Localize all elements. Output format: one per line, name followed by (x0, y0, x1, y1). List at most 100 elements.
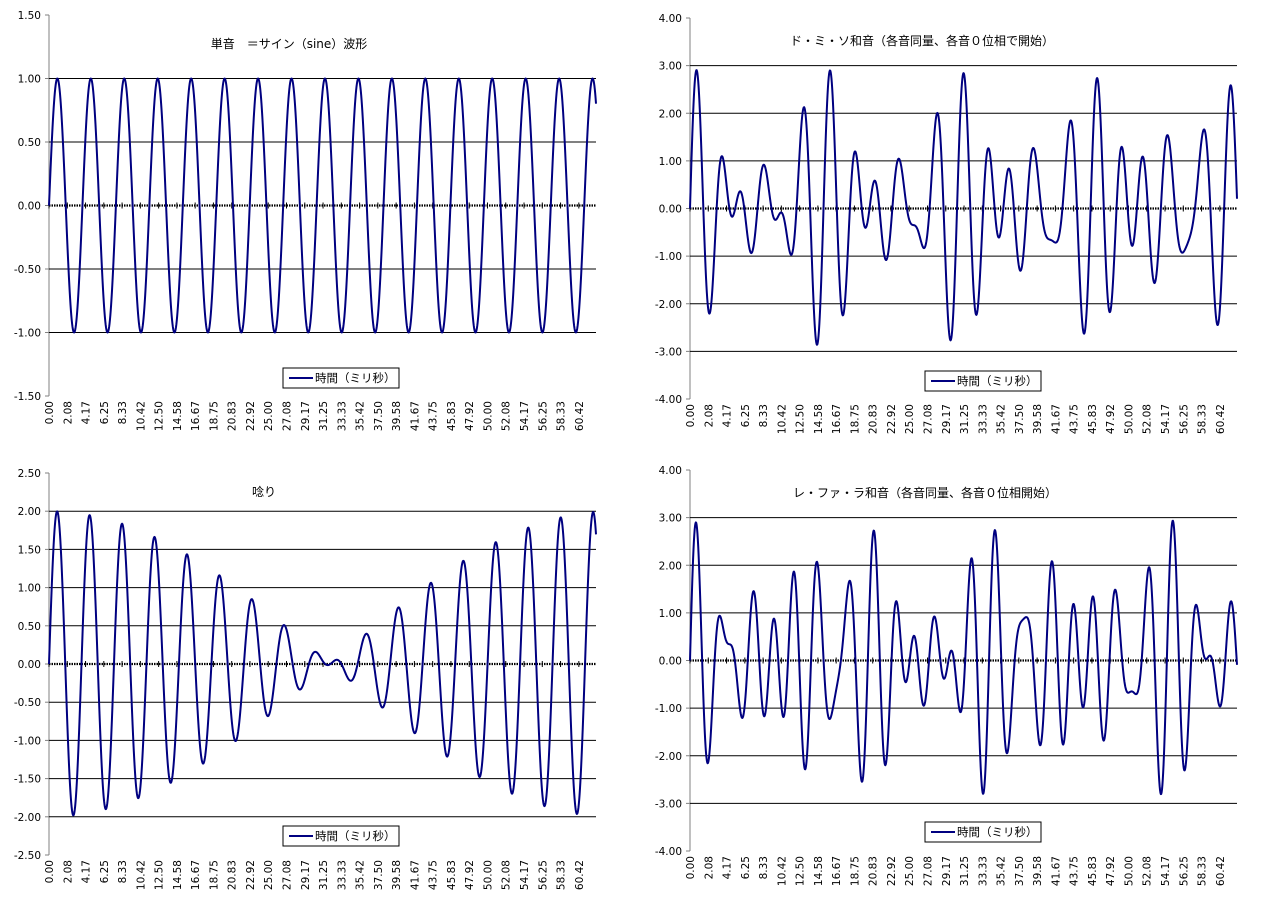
x-tick-label: 0.00 (685, 856, 697, 879)
x-tick-label: 4.17 (81, 401, 93, 424)
chart-beat: 2.50 2.00 1.50 1.00 0.50 0.00 -0.50 -1.00 -1.50 -… (14, 468, 597, 890)
series-line (689, 519, 1238, 796)
y-tick-label: 1.50 (18, 10, 41, 22)
x-tick-label: 60.42 (574, 860, 586, 890)
x-tick-label: 6.25 (99, 860, 111, 883)
x-tick-label: 35.42 (996, 404, 1008, 434)
x-tick-label: 60.42 (1215, 404, 1227, 434)
x-tick-label: 39.58 (391, 860, 403, 890)
x-tick-label: 33.33 (977, 856, 989, 886)
x-tick-label: 25.00 (904, 404, 916, 434)
x-tick-label: 56.25 (1178, 404, 1190, 434)
x-tick-label: 4.17 (722, 404, 734, 427)
x-tick-label: 12.50 (795, 856, 807, 886)
x-tick-label: 20.83 (868, 856, 880, 886)
chart-re-fa-la-chord: 4.00 3.00 2.00 1.00 0.00 -1.00 -2.00 -3.00 -4.00… (655, 465, 1238, 886)
x-tick-label: 58.33 (556, 860, 568, 890)
x-tick-label: 33.33 (336, 401, 348, 431)
x-tick-label: 43.75 (428, 401, 440, 431)
y-tick-label: -0.50 (14, 697, 41, 709)
x-tick-label: 54.17 (1160, 856, 1172, 886)
x-tick-label: 47.92 (464, 860, 476, 890)
y-tick-label: -1.00 (655, 251, 682, 263)
x-tick-label: 22.92 (245, 401, 257, 431)
x-tick-label: 6.25 (99, 401, 111, 424)
x-tick-label: 43.75 (1069, 404, 1081, 434)
x-tick-label: 60.42 (574, 401, 586, 431)
y-tick-label: 2.00 (18, 506, 41, 518)
x-tick-label: 29.17 (941, 856, 953, 886)
y-tick-label: 0.00 (18, 201, 41, 213)
x-tick-label: 4.17 (81, 860, 93, 883)
legend-label: 時間（ミリ秒） (957, 374, 1038, 388)
legend-box (924, 370, 1042, 392)
x-tick-label: 27.08 (282, 401, 294, 431)
y-tick-label: 3.00 (659, 513, 682, 525)
x-tick-label: 37.50 (373, 860, 385, 890)
x-tick-label: 18.75 (208, 401, 220, 431)
x-tick-label: 47.92 (464, 401, 476, 431)
x-tick-label: 20.83 (227, 860, 239, 890)
x-tick-label: 8.33 (758, 856, 770, 879)
x-tick-label: 18.75 (849, 404, 861, 434)
x-tick-label: 35.42 (355, 401, 367, 431)
legend-box (924, 821, 1042, 843)
x-tick-label: 52.08 (501, 860, 513, 890)
x-tick-label: 14.58 (813, 856, 825, 886)
x-tick-label: 54.17 (519, 401, 531, 431)
y-tick-label: -2.00 (14, 812, 41, 824)
y-tick-label: 0.00 (659, 204, 682, 216)
x-tick-label: 50.00 (482, 401, 494, 431)
x-tick-label: 33.33 (977, 404, 989, 434)
x-tick-label: 16.67 (190, 401, 202, 431)
x-tick-label: 0.00 (685, 404, 697, 427)
legend-label: 時間（ミリ秒） (315, 371, 396, 385)
x-tick-label: 2.08 (62, 401, 74, 424)
x-tick-label: 35.42 (996, 856, 1008, 886)
x-tick-label: 10.42 (135, 860, 147, 890)
x-tick-label: 29.17 (300, 401, 312, 431)
x-tick-label: 41.67 (1050, 404, 1062, 434)
legend-label: 時間（ミリ秒） (957, 825, 1038, 839)
x-tick-label: 10.42 (135, 401, 147, 431)
x-tick-label: 14.58 (172, 401, 184, 431)
x-tick-label: 2.08 (703, 856, 715, 879)
x-tick-label: 16.67 (190, 860, 202, 890)
y-tick-label: 4.00 (659, 13, 682, 25)
x-tick-label: 25.00 (263, 401, 275, 431)
x-tick-label: 20.83 (227, 401, 239, 431)
x-tick-label: 33.33 (336, 860, 348, 890)
x-tick-label: 41.67 (1050, 856, 1062, 886)
chart-title: 単音 ＝サイン（sine）波形 (211, 36, 368, 51)
legend-box (282, 825, 400, 847)
x-tick-label: 0.00 (44, 860, 56, 883)
y-tick-label: 1.00 (18, 583, 41, 595)
chart-title: レ・ファ・ラ和音（各音同量、各音０位相開始） (793, 485, 1057, 500)
y-tick-label: 0.00 (18, 659, 41, 671)
y-tick-label: -2.50 (14, 850, 41, 862)
x-tick-label: 37.50 (1014, 404, 1026, 434)
y-tick-label: 0.50 (18, 621, 41, 633)
x-tick-label: 12.50 (154, 401, 166, 431)
x-tick-label: 45.83 (1087, 856, 1099, 886)
x-tick-label: 25.00 (904, 856, 916, 886)
x-tick-label: 45.83 (446, 860, 458, 890)
x-tick-label: 8.33 (117, 401, 129, 424)
y-tick-label: 2.00 (659, 108, 682, 120)
x-tick-label: 31.25 (959, 856, 971, 886)
x-tick-label: 8.33 (758, 404, 770, 427)
x-tick-label: 27.08 (923, 856, 935, 886)
series-line (689, 69, 1238, 346)
y-tick-label: 4.00 (659, 465, 682, 477)
x-tick-label: 31.25 (318, 401, 330, 431)
x-tick-label: 25.00 (263, 860, 275, 890)
x-tick-label: 10.42 (776, 404, 788, 434)
x-tick-label: 18.75 (849, 856, 861, 886)
y-tick-label: -1.00 (14, 735, 41, 747)
x-tick-label: 2.08 (62, 860, 74, 883)
x-tick-label: 41.67 (409, 401, 421, 431)
x-tick-label: 37.50 (373, 401, 385, 431)
x-tick-label: 14.58 (172, 860, 184, 890)
x-tick-label: 27.08 (923, 404, 935, 434)
